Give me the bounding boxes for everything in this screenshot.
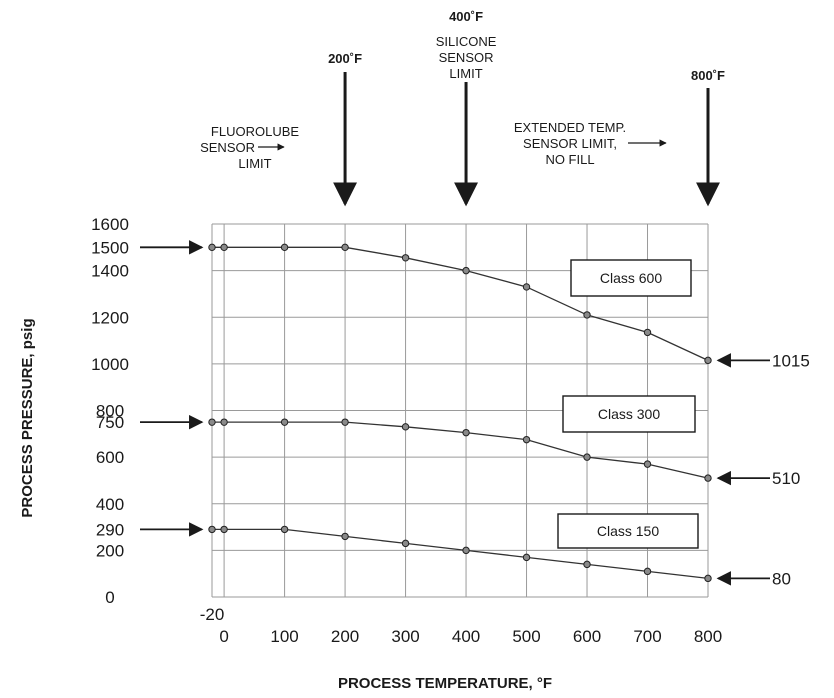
x-tick-label: 200 bbox=[331, 627, 359, 646]
data-point bbox=[341, 532, 349, 541]
limit-text: NO FILL bbox=[545, 152, 594, 167]
end-value-label: 80 bbox=[772, 569, 791, 588]
data-point bbox=[220, 525, 228, 534]
series-box bbox=[562, 395, 696, 433]
limit-text: LIMIT bbox=[238, 156, 271, 171]
y-marker-label: 1500 bbox=[91, 238, 129, 257]
grid bbox=[211, 223, 709, 598]
data-point bbox=[704, 356, 712, 365]
y-tick-label: 600 bbox=[96, 448, 124, 467]
data-point bbox=[208, 243, 216, 252]
limit-text: SENSOR bbox=[200, 140, 255, 155]
x-tick-label: 500 bbox=[512, 627, 540, 646]
series-box-label: Class 600 bbox=[600, 270, 662, 286]
data-point bbox=[704, 474, 712, 482]
x-tick-label: 700 bbox=[633, 627, 661, 646]
series-line-2 bbox=[212, 528, 709, 579]
series-lines bbox=[212, 246, 709, 579]
y-tick-label: 200 bbox=[96, 541, 124, 560]
data-point bbox=[583, 311, 591, 319]
data-point bbox=[462, 266, 470, 275]
data-point bbox=[643, 460, 652, 468]
y-tick-label: 1400 bbox=[91, 262, 129, 281]
series-box bbox=[557, 513, 699, 549]
series-line-1 bbox=[212, 421, 709, 479]
y-tick-label: 800 bbox=[96, 402, 124, 421]
data-point bbox=[341, 243, 349, 252]
limit-text: FLUOROLUBE bbox=[211, 124, 299, 139]
data-point bbox=[583, 560, 591, 569]
y-marker-label: 290 bbox=[96, 520, 124, 539]
x-tick-label: 300 bbox=[391, 627, 419, 646]
data-point bbox=[280, 525, 289, 534]
data-point bbox=[280, 243, 289, 252]
limit-temp-label: 800˚F bbox=[691, 68, 725, 83]
x-axis-ticks: -20 0 100 200 300 400 500 600 700 800 bbox=[200, 605, 722, 646]
data-point bbox=[643, 328, 652, 337]
data-point bbox=[220, 418, 228, 426]
data-point bbox=[704, 574, 712, 583]
end-value-label: 510 bbox=[772, 469, 800, 488]
data-point bbox=[401, 423, 410, 431]
data-point bbox=[522, 435, 531, 444]
data-point bbox=[462, 546, 470, 555]
data-point bbox=[401, 539, 410, 548]
data-point bbox=[462, 428, 470, 437]
data-point bbox=[208, 525, 216, 534]
series-points bbox=[208, 243, 712, 583]
data-point bbox=[522, 553, 531, 562]
limit-text: SILICONE bbox=[436, 34, 497, 49]
x-axis-title: PROCESS TEMPERATURE, °F bbox=[338, 675, 552, 692]
y-axis-ticks: 0 200 400 600 800 1000 1200 1400 1600 bbox=[91, 215, 129, 607]
x-tick-label: 600 bbox=[573, 627, 601, 646]
limit-text: SENSOR bbox=[439, 50, 494, 65]
y-tick-label: 1600 bbox=[91, 215, 129, 234]
limit-text: SENSOR LIMIT, bbox=[523, 136, 617, 151]
x-tick-label: 800 bbox=[694, 627, 722, 646]
limit-temp-label: 200˚F bbox=[328, 51, 362, 66]
series-box-label: Class 300 bbox=[598, 406, 660, 422]
x-tick-label: 100 bbox=[270, 627, 298, 646]
x-tick-label: 400 bbox=[452, 627, 480, 646]
data-point bbox=[280, 418, 289, 426]
end-value-label: 1015 bbox=[772, 351, 810, 370]
series-box bbox=[570, 259, 692, 297]
x-tick-label: -20 bbox=[200, 605, 225, 624]
data-point bbox=[583, 453, 591, 461]
end-value-labels: 1015 510 80 bbox=[716, 351, 810, 588]
series-box-label: Class 150 bbox=[597, 523, 659, 539]
data-point bbox=[401, 254, 410, 262]
y-marker-label: 750 bbox=[96, 413, 124, 432]
y-tick-label: 400 bbox=[96, 495, 124, 514]
y-marker-arrows: 290 750 1500 bbox=[91, 238, 204, 539]
series-box-labels: Class 600 Class 300 Class 150 bbox=[557, 259, 699, 549]
series-line-0 bbox=[212, 246, 709, 361]
y-tick-label: 0 bbox=[105, 588, 114, 607]
limit-text: EXTENDED TEMP. bbox=[514, 120, 626, 135]
data-point bbox=[522, 283, 531, 291]
data-point bbox=[208, 418, 216, 426]
limit-text: LIMIT bbox=[449, 66, 482, 81]
data-point bbox=[341, 418, 349, 426]
y-axis-title: PROCESS PRESSURE, psig bbox=[19, 318, 36, 517]
y-tick-label: 1200 bbox=[91, 308, 129, 327]
y-tick-label: 1000 bbox=[91, 355, 129, 374]
data-point bbox=[220, 243, 228, 252]
limit-temp-label: 400˚F bbox=[449, 9, 483, 24]
data-point bbox=[643, 567, 652, 576]
x-tick-label: 0 bbox=[219, 627, 228, 646]
